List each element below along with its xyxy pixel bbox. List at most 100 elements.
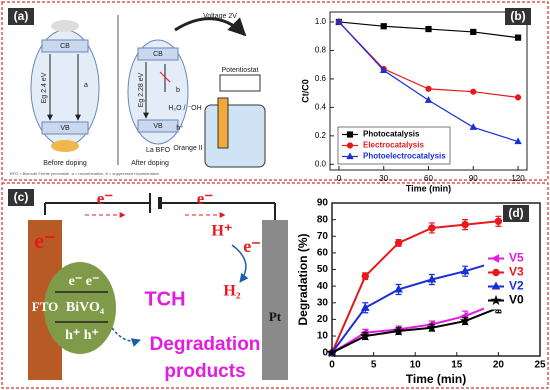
electrode (217, 97, 229, 149)
marker (359, 330, 371, 341)
electron: e⁻ (197, 189, 214, 208)
x-tick-label: 30 (379, 174, 388, 183)
gap: Eg 2.4 eV (41, 72, 48, 103)
pt: Pt (269, 309, 282, 324)
cb-band (137, 47, 179, 61)
marker (514, 94, 522, 101)
marker (428, 224, 436, 232)
step: b (176, 87, 180, 94)
legend-marker (490, 294, 502, 306)
y-tick-label: 0.6 (315, 74, 327, 83)
y-tick-label: 90 (317, 198, 329, 209)
legend-label: Photocatalysis (363, 130, 420, 139)
x-tick-label: 0 (329, 360, 335, 371)
legend-label: V0 (509, 293, 524, 307)
marker (424, 96, 433, 103)
series-line (331, 260, 499, 354)
y-tick-label: 10 (317, 331, 329, 342)
electrons: e⁻ e⁻ (69, 274, 100, 289)
panel-label-box (8, 189, 34, 206)
marker (425, 85, 432, 92)
legend-marker (346, 142, 354, 149)
panel-c: e⁻ e⁻ e⁻ FTO e⁻ e⁻ BiVO₄ h⁺ h⁺ TCH Degra… (8, 189, 288, 382)
marker (361, 272, 369, 280)
y-tick-label: 80 (317, 214, 329, 225)
marker (514, 34, 522, 41)
marker (470, 28, 477, 36)
marker (326, 346, 338, 358)
marker (394, 239, 403, 247)
before-doping: Before doping (43, 160, 87, 167)
legend-label: Photoelectrocatalysis (363, 152, 446, 161)
potentiostat-box (219, 74, 261, 92)
y-tick-label: 0.4 (315, 102, 327, 111)
legend-label: V2 (509, 279, 524, 293)
voltage: Voltage 2V (203, 13, 237, 20)
x-tick-label: 90 (469, 174, 478, 183)
curved-arrow (174, 17, 247, 37)
legend-label: V3 (509, 265, 524, 279)
bottom-frame (1, 182, 549, 389)
beaker (204, 104, 266, 168)
panel-label-box (8, 8, 34, 25)
marker (427, 274, 437, 283)
top-frame (1, 1, 549, 181)
marker (335, 17, 343, 25)
x-tick-label: 10 (410, 360, 422, 371)
marker (459, 315, 471, 326)
marker (470, 88, 477, 95)
h2: H₂ (223, 283, 240, 300)
bivo4: BiVO₄ (66, 300, 105, 315)
legend-marker (491, 254, 500, 263)
series-line (331, 306, 499, 354)
y-axis-label: Ct/C0 (300, 79, 310, 103)
marker (393, 325, 405, 336)
y-tick-label: 0.0 (315, 159, 327, 168)
x-tick-label: 60 (424, 174, 433, 183)
after-doping: After doping (131, 160, 169, 167)
x-tick-label: 5 (371, 360, 377, 371)
y-tick-label: 40 (317, 281, 329, 292)
vb: VB (60, 125, 70, 132)
x-tick-label: 0 (337, 174, 342, 183)
plot-frame (331, 202, 541, 357)
block-cross (159, 71, 171, 83)
reduction-arrow (231, 244, 249, 283)
oxidation-arrow (111, 327, 141, 347)
y-tick-label: 0.2 (315, 131, 327, 140)
holes (51, 140, 79, 152)
y-axis-label: Degradation (%) (296, 233, 310, 325)
y-tick-label: 60 (317, 248, 329, 259)
tch: TCH (144, 288, 185, 310)
marker (394, 284, 403, 293)
gap: Eg 2.28 eV (138, 72, 145, 107)
panel-a: CB VB Eg 2.4 eV a Before doping CB VB Eg… (8, 8, 266, 176)
vb: VB (153, 123, 163, 130)
potentiostat: Potentiostat (222, 67, 259, 74)
dye: Orange II (173, 145, 202, 152)
products-line: Degradation (150, 334, 261, 355)
electron: e⁻ (34, 228, 55, 253)
x-tick-label: 25 (534, 360, 546, 371)
legend-marker (491, 281, 501, 290)
legend-marker (346, 131, 354, 138)
legend-label: V5 (509, 251, 524, 265)
hole: h⁺ (176, 125, 184, 132)
panel-label: (c) (14, 190, 29, 204)
panel-label: (a) (14, 9, 29, 23)
h-plus: H⁺ (212, 223, 233, 240)
electron: e⁻ (243, 236, 261, 256)
marker (425, 25, 432, 33)
legend-marker (492, 268, 500, 277)
marker (380, 23, 387, 30)
footnote: BFO = Bismuth Ferrite perovskite, a = re… (10, 171, 159, 176)
marker (426, 321, 438, 333)
bivo4-particle (44, 262, 116, 354)
y-tick-label: 1.0 (315, 17, 327, 26)
y-tick-label: 0.8 (315, 46, 327, 55)
series-line (331, 301, 499, 354)
la-bfo: La BFO (146, 147, 171, 154)
y-tick-label: 30 (317, 297, 329, 308)
x-tick-label: 15 (451, 360, 463, 371)
